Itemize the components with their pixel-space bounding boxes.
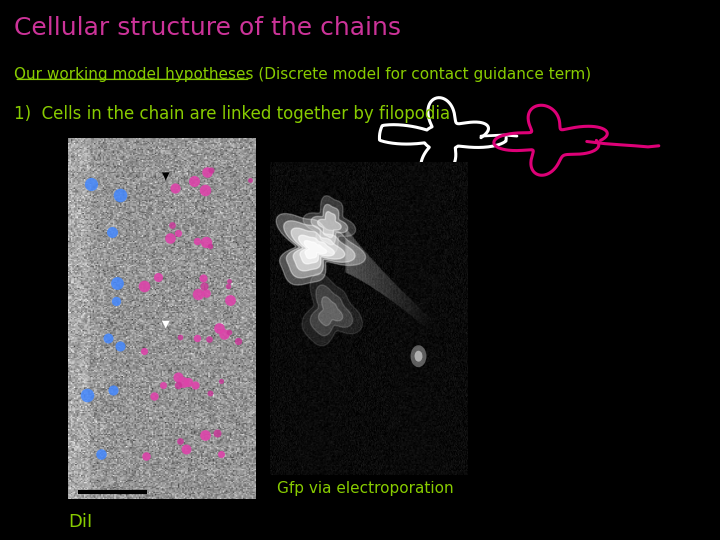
- Point: [200, 238, 212, 246]
- Point: [180, 445, 192, 454]
- Point: [138, 346, 150, 355]
- Point: [152, 273, 163, 281]
- Point: [204, 388, 215, 397]
- Point: [224, 328, 235, 336]
- Text: Cellular structure of the chains: Cellular structure of the chains: [14, 16, 402, 40]
- Point: [232, 337, 243, 346]
- Point: [112, 279, 123, 287]
- Ellipse shape: [415, 350, 423, 362]
- Point: [202, 167, 213, 176]
- Point: [164, 234, 176, 242]
- Point: [172, 228, 184, 237]
- Point: [189, 381, 200, 389]
- Text: 1)  Cells in the chain are linked together by filopodia: 1) Cells in the chain are linked togethe…: [14, 105, 451, 123]
- Point: [157, 381, 168, 389]
- Point: [199, 282, 210, 291]
- Point: [215, 450, 226, 458]
- Point: [244, 176, 256, 185]
- Point: [188, 177, 199, 185]
- Polygon shape: [311, 205, 348, 245]
- Point: [192, 237, 203, 246]
- Point: [138, 282, 150, 291]
- Point: [114, 191, 126, 199]
- Point: [107, 386, 119, 394]
- Point: [218, 330, 230, 339]
- Point: [172, 381, 184, 389]
- Point: [199, 430, 211, 439]
- Polygon shape: [284, 221, 355, 278]
- Point: [81, 390, 93, 399]
- Point: [173, 373, 184, 382]
- Point: [204, 335, 215, 343]
- Polygon shape: [302, 273, 363, 346]
- Point: [174, 333, 186, 342]
- Point: [197, 274, 209, 283]
- Point: [205, 166, 217, 174]
- Point: [107, 227, 118, 236]
- Point: [213, 323, 225, 332]
- Point: [183, 378, 194, 387]
- Polygon shape: [276, 214, 366, 285]
- Point: [169, 184, 181, 192]
- Point: [177, 377, 189, 386]
- Point: [212, 429, 223, 437]
- Point: [204, 242, 215, 251]
- Point: [192, 333, 203, 342]
- Polygon shape: [318, 212, 341, 238]
- Point: [193, 290, 204, 299]
- Point: [140, 451, 152, 460]
- Ellipse shape: [410, 345, 426, 367]
- Point: [166, 221, 178, 230]
- Point: [223, 276, 235, 285]
- Point: [199, 186, 211, 194]
- Point: [200, 289, 212, 298]
- Point: [148, 392, 160, 400]
- Point: [85, 180, 96, 188]
- Point: [110, 296, 122, 305]
- Point: [174, 437, 186, 445]
- Point: [102, 334, 114, 342]
- Polygon shape: [310, 285, 353, 336]
- Point: [215, 376, 227, 385]
- Polygon shape: [291, 228, 345, 271]
- Polygon shape: [299, 235, 334, 264]
- Text: Gfp via electroporation: Gfp via electroporation: [277, 481, 454, 496]
- Point: [222, 282, 234, 291]
- Text: Our working model hypotheses (Discrete model for contact guidance term): Our working model hypotheses (Discrete m…: [14, 68, 592, 83]
- Text: DiI: DiI: [68, 513, 93, 531]
- Point: [225, 295, 236, 304]
- Polygon shape: [305, 241, 327, 259]
- Point: [114, 341, 125, 350]
- Point: [95, 449, 107, 458]
- Polygon shape: [303, 195, 356, 254]
- Polygon shape: [318, 296, 343, 326]
